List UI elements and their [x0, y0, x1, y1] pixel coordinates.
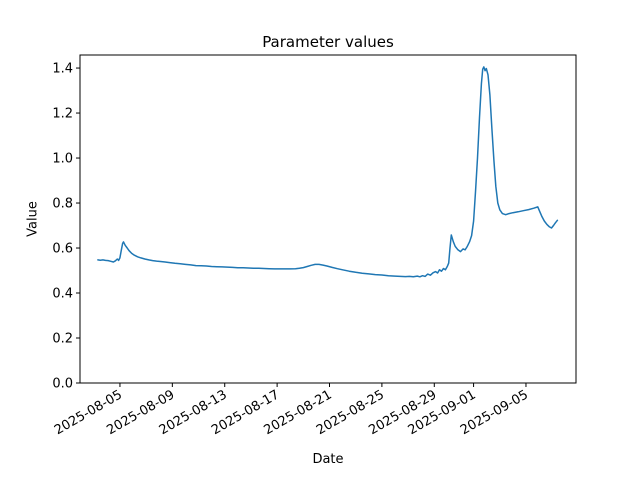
y-tick-label: 1.4 — [52, 62, 73, 77]
x-axis-label: Date — [312, 452, 344, 467]
chart-title: Parameter values — [262, 33, 394, 51]
y-tick-label: 1.0 — [52, 152, 73, 167]
y-tick-label: 0.0 — [52, 377, 73, 392]
y-tick-label: 0.8 — [52, 197, 73, 212]
y-tick-label: 1.2 — [52, 107, 73, 122]
y-tick-label: 0.4 — [52, 287, 73, 302]
y-tick-label: 0.2 — [52, 332, 73, 347]
axes-spines — [79, 54, 577, 384]
y-tick-label: 0.6 — [52, 242, 73, 257]
data-line — [97, 66, 559, 278]
